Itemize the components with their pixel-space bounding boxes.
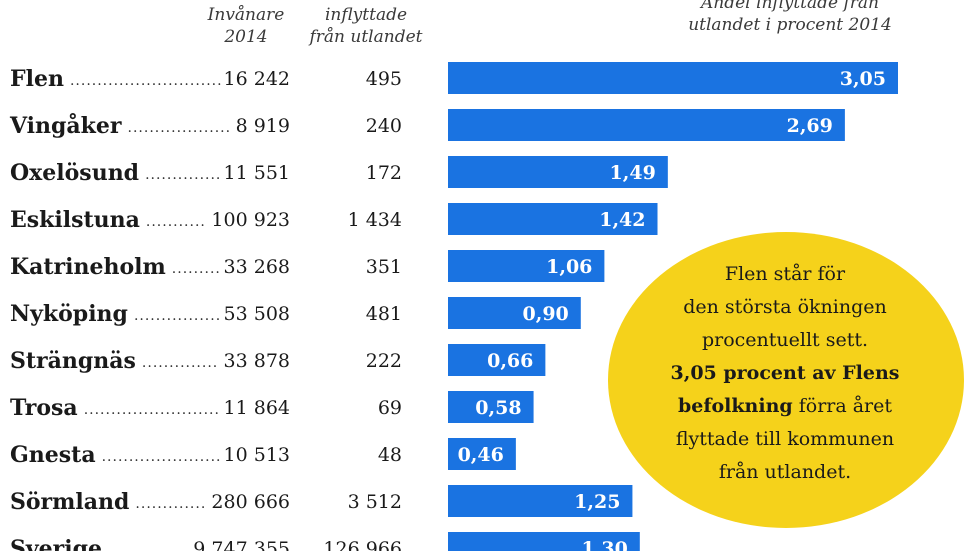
dot-leader: ................ (134, 308, 221, 324)
header-share: Andel inflyttade från utlandet i procent… (688, 0, 892, 35)
callout-line-1: Flen står för (724, 263, 846, 285)
callout-line-6: flyttade till kommunen (675, 428, 895, 450)
immigrants-value: 240 (366, 115, 402, 137)
municipality-name: Vingåker (9, 113, 122, 139)
header-population: Invånare 2014 (207, 5, 285, 47)
dot-leader: ........... (146, 214, 206, 230)
population-value: 53 508 (224, 303, 290, 325)
municipality-name: Nyköping (10, 301, 128, 327)
callout-line-3: procentuellt sett. (701, 329, 869, 351)
bar-value-label: 1,25 (574, 491, 620, 513)
municipality-name: Oxelösund (10, 160, 139, 186)
population-value: 10 513 (224, 444, 290, 466)
bar-value-label: 0,66 (487, 350, 533, 372)
population-value: 11 551 (224, 162, 290, 184)
municipality-name: Sörmland (10, 489, 129, 515)
bar-value-label: 0,46 (458, 444, 504, 466)
dot-leader: ............. (135, 496, 206, 512)
bar-value-label: 0,90 (523, 303, 569, 325)
immigrants-value: 351 (366, 256, 402, 278)
bar (448, 62, 898, 94)
bar-value-label: 1,49 (610, 162, 656, 184)
population-value: 280 666 (211, 491, 290, 513)
immigrants-value: 222 (366, 350, 402, 372)
municipality-name: Sverige (10, 536, 102, 551)
bar (448, 250, 605, 282)
bar (448, 391, 534, 423)
immigrants-value: 172 (366, 162, 402, 184)
population-value: 16 242 (224, 68, 290, 90)
immigrants-value: 48 (378, 444, 402, 466)
municipality-name: Flen (10, 66, 64, 92)
municipality-name: Gnesta (10, 442, 96, 468)
dot-leader: .............. (145, 167, 221, 183)
population-value: 33 268 (224, 256, 290, 278)
callout-line-2: den största ökningen (683, 296, 887, 318)
dot-leader: ......... (172, 261, 221, 277)
immigrants-value: 69 (378, 397, 402, 419)
bar (448, 532, 640, 551)
population-value: 100 923 (211, 209, 290, 231)
population-value: 11 864 (224, 397, 290, 419)
dot-leader: ......................... (84, 402, 220, 418)
municipality-name: Strängnäs (10, 348, 136, 374)
municipality-name: Katrineholm (10, 254, 166, 280)
immigrants-value: 126 966 (323, 538, 402, 551)
bar-value-label: 3,05 (840, 68, 886, 90)
immigrants-value: 1 434 (348, 209, 402, 231)
bar (448, 156, 668, 188)
bar (448, 438, 516, 470)
bar (448, 485, 633, 517)
dot-leader: ................... (128, 120, 232, 136)
header-immigrants: inflyttade från utlandet (309, 5, 423, 47)
callout-circle (608, 232, 964, 528)
callout-bold-1: 3,05 procent av Flens (670, 362, 900, 384)
callout-line-7: från utlandet. (718, 461, 852, 483)
immigrants-value: 481 (366, 303, 402, 325)
bar (448, 297, 581, 329)
dot-leader: ...................... (102, 449, 222, 465)
immigrants-value: 3 512 (348, 491, 402, 513)
bar-value-label: 0,58 (475, 397, 521, 419)
bar-value-label: 1,42 (599, 209, 645, 231)
dot-leader: ............................ (70, 73, 223, 89)
bar (448, 344, 546, 376)
population-value: 9 747 355 (193, 538, 290, 551)
bar-value-label: 1,06 (546, 256, 592, 278)
municipality-name: Trosa (10, 395, 78, 421)
bar (448, 203, 658, 235)
population-value: 8 919 (236, 115, 290, 137)
immigrants-value: 495 (366, 68, 402, 90)
population-value: 33 878 (224, 350, 290, 372)
municipality-name: Eskilstuna (10, 207, 140, 233)
callout-line-5: förra året (792, 395, 893, 417)
bar-value-label: 2,69 (787, 115, 833, 137)
callout-text: Flen står för den största ökningen proce… (640, 258, 930, 489)
callout-bold-2: befolkning (677, 395, 793, 417)
dot-leader: .............. (142, 355, 218, 371)
bar-value-label: 1,30 (582, 538, 628, 551)
bar (448, 109, 845, 141)
dot-leader: ............... (108, 543, 190, 551)
